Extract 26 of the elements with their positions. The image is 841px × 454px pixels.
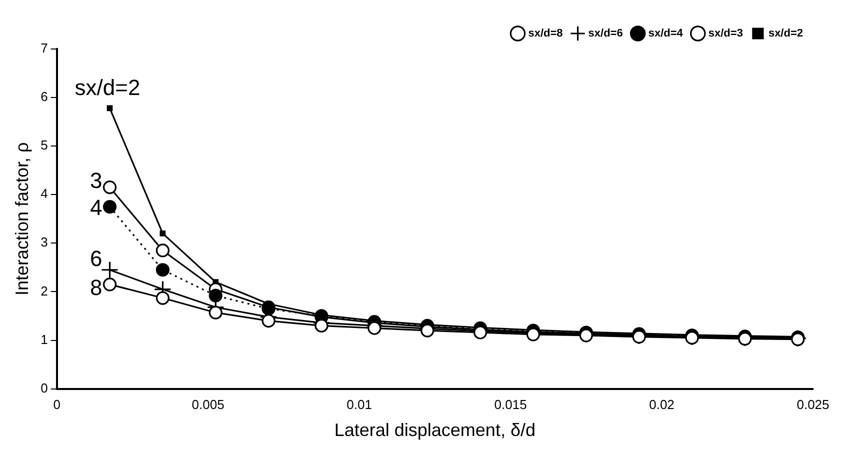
legend-label: sx/d=2 [768, 28, 804, 40]
x-tick-label: 0.015 [494, 397, 527, 412]
legend-label: sx/d=3 [708, 28, 743, 40]
annotation: 4 [90, 194, 102, 220]
y-tick-label: 4 [40, 186, 48, 202]
annotation: 8 [90, 274, 102, 300]
y-tick-label: 0 [40, 380, 48, 396]
x-tick-label: 0.02 [649, 397, 674, 412]
legend-label: sx/d=8 [528, 28, 563, 40]
y-tick-label: 3 [40, 234, 48, 250]
annotation: sx/d=2 [74, 75, 140, 100]
x-tick-label: 0.005 [192, 397, 224, 412]
legend-label: sx/d=4 [648, 28, 684, 40]
y-tick-label: 6 [40, 89, 48, 104]
y-tick-label: 1 [40, 332, 48, 347]
x-tick-label: 0.025 [796, 397, 830, 412]
y-tick-label: 5 [40, 138, 48, 153]
annotation: 3 [90, 168, 102, 193]
x-tick-label: 0.01 [346, 397, 372, 412]
y-tick-label: 2 [40, 283, 48, 298]
annotation: 6 [90, 246, 102, 272]
x-tick-label: 0 [53, 397, 60, 412]
y-tick-label: 7 [40, 40, 48, 56]
y-axis-title: Interaction factor, ρ [12, 142, 32, 296]
legend-label: sx/d=6 [588, 28, 623, 40]
x-axis-title: Lateral displacement, δ/d [334, 420, 536, 440]
